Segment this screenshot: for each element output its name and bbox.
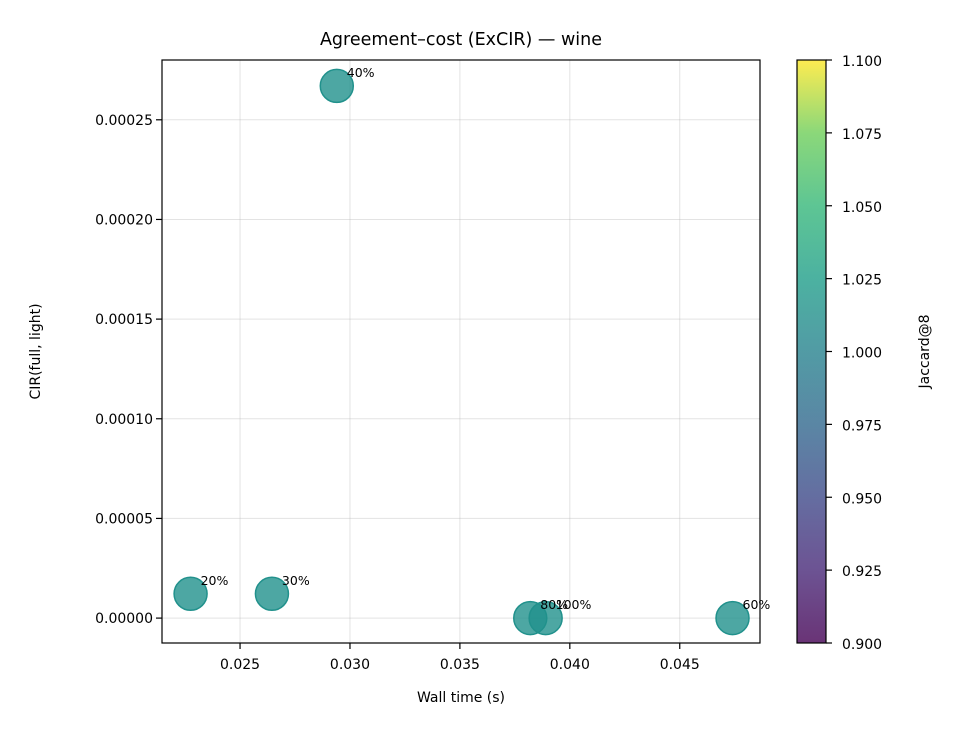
colorbar-gradient bbox=[797, 60, 826, 643]
y-axis-ticks: 0.00000 0.00005 0.00010 0.00015 0.00020 0.000… bbox=[95, 113, 162, 627]
point-label: 20% bbox=[201, 573, 229, 588]
plot-frame bbox=[161, 59, 761, 644]
chart-title: Agreement–cost (ExCIR) — wine bbox=[320, 30, 602, 50]
point-annotations: 20% 30% 40% 80%100% 60% bbox=[201, 65, 771, 612]
colorbar: 0.900 0.925 0.950 0.975 1.000 1.025 1.050 1.075… bbox=[796, 54, 933, 653]
colorbar-tick-label: 1.050 bbox=[842, 200, 882, 216]
point-label: 40% bbox=[347, 65, 375, 80]
y-axis-label: CIR(full, light) bbox=[28, 303, 44, 399]
x-tick-label: 0.035 bbox=[440, 657, 480, 673]
y-tick-label: 0.00005 bbox=[95, 511, 153, 527]
colorbar-tick-label: 0.950 bbox=[842, 491, 882, 507]
x-tick-label: 0.045 bbox=[660, 657, 700, 673]
point-label: 30% bbox=[282, 573, 310, 588]
x-tick-label: 0.040 bbox=[550, 657, 590, 673]
colorbar-tick-label: 0.975 bbox=[842, 418, 882, 434]
x-tick-label: 0.025 bbox=[220, 657, 260, 673]
colorbar-tick-label: 0.925 bbox=[842, 564, 882, 580]
data-point bbox=[715, 600, 750, 636]
point-label: 80% bbox=[540, 597, 568, 612]
colorbar-tick-label: 0.900 bbox=[842, 637, 882, 653]
colorbar-ticks: 0.900 0.925 0.950 0.975 1.000 1.025 1.050 1.075… bbox=[826, 54, 882, 653]
y-tick-label: 0.00000 bbox=[95, 611, 153, 627]
x-axis-ticks: 0.025 0.030 0.035 0.040 0.045 bbox=[220, 643, 700, 673]
data-point bbox=[173, 576, 208, 612]
colorbar-label: Jaccard@8 bbox=[917, 315, 933, 390]
point-label: 100% bbox=[556, 597, 592, 612]
y-tick-label: 0.00015 bbox=[95, 312, 153, 328]
y-tick-label: 0.00010 bbox=[95, 412, 153, 428]
y-tick-label: 0.00025 bbox=[95, 113, 153, 129]
colorbar-tick-label: 1.000 bbox=[842, 346, 882, 362]
y-tick-label: 0.00020 bbox=[95, 212, 153, 228]
grid bbox=[162, 60, 760, 643]
point-label: 60% bbox=[743, 597, 771, 612]
data-point bbox=[254, 576, 290, 612]
data-points bbox=[173, 68, 750, 636]
colorbar-tick-label: 1.025 bbox=[842, 273, 882, 289]
x-axis-label: Wall time (s) bbox=[417, 690, 505, 706]
colorbar-tick-label: 1.100 bbox=[842, 54, 882, 70]
data-point bbox=[319, 68, 355, 104]
colorbar-tick-label: 1.075 bbox=[842, 127, 882, 143]
data-point bbox=[528, 600, 563, 636]
x-tick-label: 0.030 bbox=[330, 657, 370, 673]
